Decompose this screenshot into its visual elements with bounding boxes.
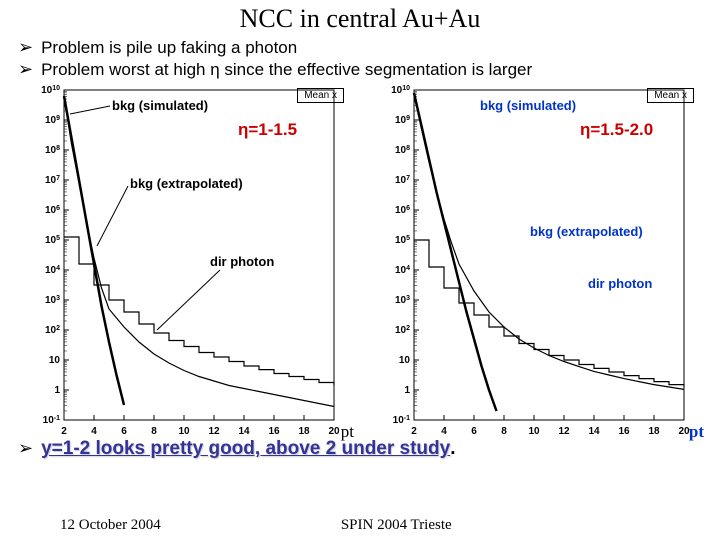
- footer-date: 12 October 2004: [60, 517, 161, 534]
- svg-text:12: 12: [558, 426, 570, 437]
- svg-text:14: 14: [238, 426, 250, 437]
- svg-text:1010: 1010: [391, 85, 410, 97]
- svg-text:10-1: 10-1: [43, 415, 60, 427]
- svg-text:1: 1: [404, 385, 410, 396]
- svg-text:108: 108: [45, 145, 60, 157]
- svg-text:4: 4: [91, 426, 97, 437]
- svg-text:106: 106: [395, 205, 410, 217]
- svg-text:20: 20: [678, 426, 690, 437]
- bullet-item: ➢ Problem worst at high η since the effe…: [18, 60, 702, 80]
- svg-text:20: 20: [328, 426, 340, 437]
- svg-text:8: 8: [501, 426, 507, 437]
- svg-text:104: 104: [395, 265, 410, 277]
- bullet-list: ➢ Problem is pile up faking a photon ➢ P…: [0, 34, 720, 80]
- svg-text:1010: 1010: [41, 85, 60, 97]
- svg-text:14: 14: [588, 426, 600, 437]
- svg-text:4: 4: [441, 426, 447, 437]
- svg-text:6: 6: [471, 426, 477, 437]
- svg-text:107: 107: [45, 175, 60, 187]
- svg-text:18: 18: [648, 426, 660, 437]
- svg-text:105: 105: [45, 235, 60, 247]
- chart-left: Mean x bkg (simulated) η=1-1.5 bkg (extr…: [20, 84, 350, 444]
- svg-text:16: 16: [268, 426, 280, 437]
- svg-text:105: 105: [395, 235, 410, 247]
- footer-venue: SPIN 2004 Trieste: [341, 517, 452, 534]
- svg-text:103: 103: [45, 295, 60, 307]
- bullet-marker-icon: ➢: [18, 60, 33, 78]
- svg-text:109: 109: [395, 115, 410, 127]
- svg-text:102: 102: [45, 325, 60, 337]
- chart-right: Mean x bkg (simulated) η=1.5-2.0 bkg (ex…: [370, 84, 700, 444]
- svg-text:10: 10: [178, 426, 190, 437]
- svg-text:104: 104: [45, 265, 60, 277]
- svg-text:103: 103: [395, 295, 410, 307]
- svg-text:2: 2: [61, 426, 67, 437]
- svg-text:10: 10: [49, 355, 61, 366]
- svg-text:18: 18: [298, 426, 310, 437]
- svg-text:6: 6: [121, 426, 127, 437]
- charts-row: Mean x bkg (simulated) η=1-1.5 bkg (extr…: [0, 82, 720, 444]
- svg-text:1: 1: [54, 385, 60, 396]
- bullet-item: ➢ Problem is pile up faking a photon: [18, 38, 702, 58]
- svg-text:10-1: 10-1: [393, 415, 410, 427]
- svg-text:109: 109: [45, 115, 60, 127]
- svg-text:107: 107: [395, 175, 410, 187]
- svg-text:16: 16: [618, 426, 630, 437]
- svg-text:106: 106: [45, 205, 60, 217]
- slide-title: NCC in central Au+Au: [0, 0, 720, 34]
- svg-text:10: 10: [528, 426, 540, 437]
- svg-text:10: 10: [399, 355, 411, 366]
- bullet-text: Problem is pile up faking a photon: [41, 38, 297, 58]
- svg-text:2: 2: [411, 426, 417, 437]
- svg-text:108: 108: [395, 145, 410, 157]
- svg-text:12: 12: [208, 426, 220, 437]
- svg-text:102: 102: [395, 325, 410, 337]
- svg-text:8: 8: [151, 426, 157, 437]
- bullet-text: Problem worst at high η since the effect…: [41, 60, 532, 80]
- slide-footer: 12 October 2004 SPIN 2004 Trieste: [0, 517, 720, 534]
- bullet-marker-icon: ➢: [18, 38, 33, 56]
